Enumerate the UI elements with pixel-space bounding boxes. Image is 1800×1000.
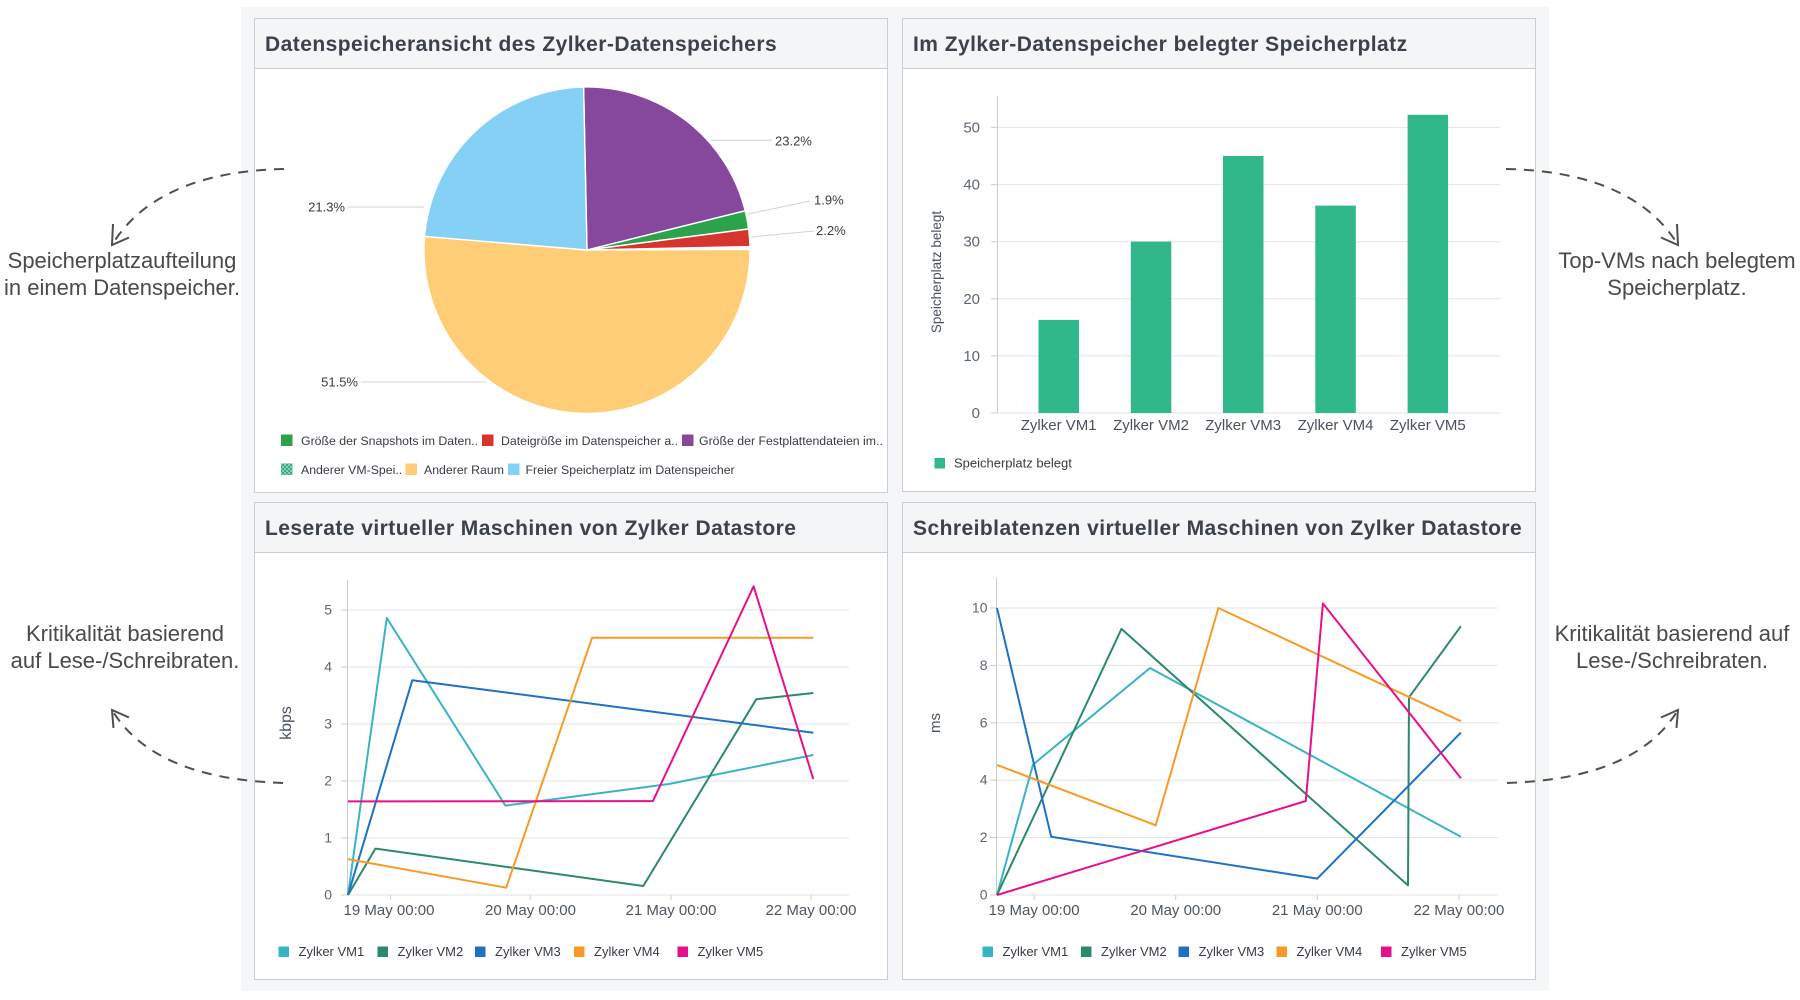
svg-text:Zylker VM2: Zylker VM2 (1113, 417, 1189, 434)
svg-text:Speicherplatzaufteilung: Speicherplatzaufteilung (8, 248, 237, 273)
svg-text:0: 0 (980, 887, 988, 903)
svg-text:21.3%: 21.3% (308, 200, 345, 215)
svg-text:19 May 00:00: 19 May 00:00 (989, 902, 1080, 919)
svg-text:22 May 00:00: 22 May 00:00 (1413, 902, 1504, 919)
svg-text:21 May 00:00: 21 May 00:00 (626, 902, 717, 919)
svg-text:ms: ms (927, 713, 944, 733)
svg-text:30: 30 (963, 234, 980, 251)
svg-text:Zylker VM3: Zylker VM3 (495, 944, 561, 959)
svg-text:Zylker VM5: Zylker VM5 (1390, 417, 1466, 434)
svg-text:20 May 00:00: 20 May 00:00 (485, 902, 576, 919)
svg-text:kbps: kbps (278, 706, 295, 740)
svg-text:auf Lese-/Schreibraten.: auf Lese-/Schreibraten. (11, 648, 240, 673)
svg-text:Speicherplatz belegt: Speicherplatz belegt (929, 211, 944, 334)
svg-text:22 May 00:00: 22 May 00:00 (766, 902, 857, 919)
svg-text:0: 0 (324, 887, 332, 903)
svg-text:Zylker VM5: Zylker VM5 (698, 944, 764, 959)
svg-text:Speicherplatz belegt: Speicherplatz belegt (954, 456, 1072, 471)
svg-text:Zylker VM4: Zylker VM4 (1297, 944, 1363, 959)
svg-text:50: 50 (963, 119, 980, 136)
svg-text:10: 10 (963, 348, 980, 365)
svg-text:Zylker VM2: Zylker VM2 (398, 944, 464, 959)
svg-text:3: 3 (324, 716, 332, 732)
svg-text:0: 0 (972, 405, 980, 422)
svg-text:Größe der Snapshots im Daten..: Größe der Snapshots im Daten.. (301, 434, 478, 448)
svg-text:4: 4 (324, 659, 332, 675)
svg-text:2: 2 (980, 829, 988, 845)
svg-text:Zylker VM3: Zylker VM3 (1199, 944, 1265, 959)
svg-text:Kritikalität basierend auf: Kritikalität basierend auf (1555, 621, 1791, 646)
svg-text:23.2%: 23.2% (775, 134, 812, 149)
svg-text:Zylker VM3: Zylker VM3 (1205, 417, 1281, 434)
svg-text:Größe der Festplattendateien i: Größe der Festplattendateien im.. (699, 434, 883, 448)
svg-text:2.2%: 2.2% (816, 223, 846, 238)
svg-text:Top-VMs nach belegtem: Top-VMs nach belegtem (1558, 248, 1795, 273)
svg-text:51.5%: 51.5% (321, 375, 358, 390)
svg-text:in einem Datenspeicher.: in einem Datenspeicher. (4, 275, 240, 300)
svg-text:6: 6 (980, 714, 988, 730)
svg-text:Zylker VM4: Zylker VM4 (594, 944, 660, 959)
svg-text:Speicherplatz.: Speicherplatz. (1607, 275, 1746, 300)
svg-text:Zylker VM4: Zylker VM4 (1298, 417, 1374, 434)
svg-text:20: 20 (963, 291, 980, 308)
svg-text:Zylker VM5: Zylker VM5 (1401, 944, 1467, 959)
svg-text:2: 2 (324, 773, 332, 789)
svg-text:Lese-/Schreibraten.: Lese-/Schreibraten. (1576, 648, 1768, 673)
svg-text:1: 1 (324, 830, 332, 846)
svg-text:Kritikalität basierend: Kritikalität basierend (26, 621, 224, 646)
svg-text:40: 40 (963, 177, 980, 194)
svg-text:10: 10 (972, 600, 988, 616)
svg-text:Dateigröße im Datenspeicher a.: Dateigröße im Datenspeicher a.. (501, 434, 678, 448)
svg-text:21 May 00:00: 21 May 00:00 (1272, 902, 1363, 919)
svg-text:19 May 00:00: 19 May 00:00 (344, 902, 435, 919)
svg-text:20 May 00:00: 20 May 00:00 (1130, 902, 1221, 919)
svg-text:4: 4 (980, 772, 988, 788)
svg-text:8: 8 (980, 657, 988, 673)
svg-text:Zylker VM2: Zylker VM2 (1101, 944, 1167, 959)
svg-text:Freier Speicherplatz im Datens: Freier Speicherplatz im Datenspeicher (526, 463, 735, 477)
svg-text:5: 5 (324, 602, 332, 618)
svg-text:Zylker VM1: Zylker VM1 (299, 944, 365, 959)
svg-text:Anderer VM-Spei..: Anderer VM-Spei.. (301, 463, 402, 477)
svg-text:Zylker VM1: Zylker VM1 (1003, 944, 1069, 959)
svg-text:1.9%: 1.9% (814, 193, 844, 208)
svg-text:Zylker VM1: Zylker VM1 (1021, 417, 1097, 434)
svg-text:Anderer Raum: Anderer Raum (424, 463, 504, 477)
